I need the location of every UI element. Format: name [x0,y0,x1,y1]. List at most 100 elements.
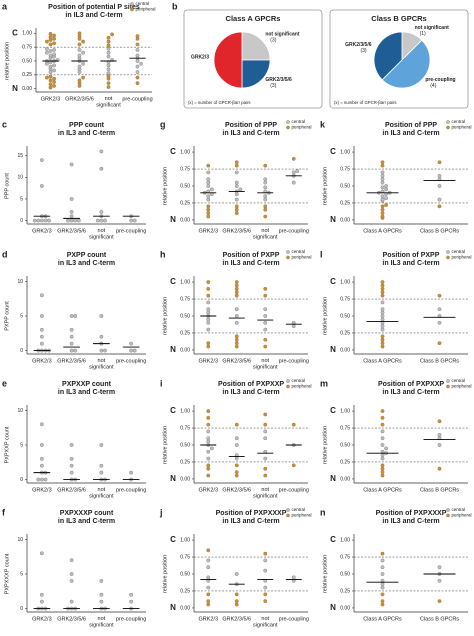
y-tick-label: 5 [20,442,23,448]
end-label: N [170,474,176,483]
data-point [234,163,239,168]
y-axis-label: relative position [322,426,328,464]
data-point [39,456,44,461]
data-point [234,160,239,165]
data-point [69,218,74,223]
data-point [234,286,239,291]
x-tick-label: GRK2/3 [32,358,52,364]
data-point [45,50,49,55]
pie-slice [241,31,271,61]
slice-label: GRK2/3 [191,54,209,60]
data-point [234,280,239,284]
data-point [132,218,137,223]
slice-value-label: (3) [360,48,366,54]
data-point [206,592,211,597]
data-point [69,572,74,576]
panel-label: b [172,1,178,11]
data-point [380,470,385,475]
data-point [39,314,44,318]
data-point [234,572,239,576]
data-point [380,436,385,441]
y-tick-label: 0.00 [180,605,190,611]
data-point [69,314,74,318]
panel-label: l [320,249,323,259]
legend-label: central [452,507,466,512]
data-point [206,194,211,199]
x-tick-label: pre-coupling [116,487,146,493]
data-point [206,585,211,590]
data-point [263,551,268,556]
data-point [380,290,385,295]
x-tick-label: Class B GPCRs [420,228,459,234]
y-tick-label: 0.00 [340,476,350,482]
panel-label: n [320,507,326,517]
data-point [43,218,48,223]
panel-title: in IL3 and C-term [222,130,279,137]
legend-label: peripheral [452,125,472,130]
x-tick-label: not significant [89,228,114,241]
panel-title: in IL3 and C-term [382,260,439,267]
data-point [52,68,56,73]
data-point [380,204,385,209]
end-label: C [330,535,336,544]
data-point [48,53,53,58]
pie-slice [241,59,271,89]
pie-slice [213,31,243,89]
data-point [77,42,82,47]
data-point [234,314,239,318]
data-point [291,422,296,427]
data-point [263,204,268,209]
data-point [69,210,74,214]
data-point [99,166,104,171]
data-point [69,341,74,346]
y-tick-label: 0 [20,348,23,354]
x-tick-label: not significant [89,487,114,500]
data-point [380,177,385,182]
legend-label: central [452,249,466,254]
data-point [234,443,239,447]
panel-title: Position of PXPXXP [218,381,284,388]
y-tick-label: 0.75 [340,166,350,172]
panel-title: Position of PXPP [223,252,280,259]
data-point [135,81,140,86]
data-point [437,173,442,178]
data-point [206,211,211,216]
data-point [129,599,134,604]
data-point [206,548,211,553]
data-point [206,344,211,349]
data-point [129,592,134,597]
data-point [106,63,111,68]
y-tick-label: 0.25 [180,459,190,465]
data-point [380,180,385,185]
data-point [263,327,268,332]
data-point [234,470,239,475]
slice-label: not significant [415,25,450,31]
data-point [206,341,211,346]
data-point [206,163,211,168]
data-point [380,409,385,413]
data-point [206,317,211,322]
pie-footnote: (x) = number of GPCR-βarr pairs [334,100,397,105]
data-point [380,565,385,570]
data-point [206,429,211,434]
data-point [263,585,268,590]
data-point [263,429,268,434]
y-tick-label: 0.50 [180,442,190,448]
y-tick-label: 1.00 [180,408,190,414]
data-point [234,204,239,209]
data-point [437,320,442,325]
data-point [135,70,140,74]
data-point [73,348,78,353]
legend-swatch [286,250,290,254]
data-point [45,75,49,80]
data-point [380,337,385,342]
data-point [380,327,385,332]
x-tick-label: not significant [89,616,114,629]
data-point [380,453,385,458]
data-point [106,74,111,79]
data-point [380,334,385,339]
slice-label: not significant [265,32,300,38]
data-point [99,599,104,604]
panel-label: g [160,119,166,129]
